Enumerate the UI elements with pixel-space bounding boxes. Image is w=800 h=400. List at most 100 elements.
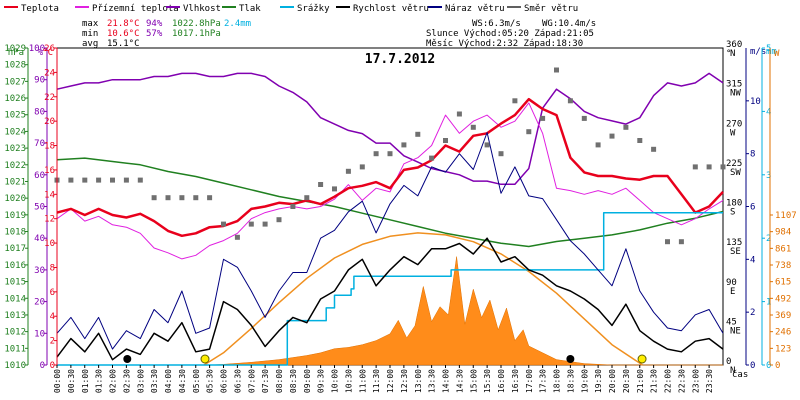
axis-tick-label: 0 [50, 361, 55, 371]
axis-tick-label: 20 [34, 298, 45, 308]
axis-tick-label: 1 [766, 298, 771, 308]
axis-unit: % [38, 48, 44, 58]
x-tick-label: 11:30 [372, 369, 381, 393]
dir-tick-degrees: 90 [726, 278, 737, 288]
chart-title: 17.7.2012 [365, 52, 435, 67]
axis-tick-label: 1026 [4, 94, 26, 104]
stat-wind-gust: WG:10.4m/s [542, 19, 596, 29]
axis-tick-label: 0 [766, 361, 771, 371]
x-tick-label: 17:30 [539, 369, 548, 393]
chart-axes: 1010101110121013101410151016101710181019… [4, 40, 796, 393]
axis-tick-label: 14 [44, 190, 55, 200]
x-tick-label: 15:30 [483, 369, 492, 393]
axis-tick-label: 1017 [4, 244, 26, 254]
axis-tick-label: 1014 [4, 294, 26, 304]
x-tick-label: 13:00 [414, 369, 423, 393]
axis-tick-label: 80 [34, 107, 45, 117]
x-tick-label: 08:00 [275, 369, 284, 393]
wind-direction-point [123, 177, 129, 183]
wind-direction-point [345, 168, 351, 174]
wind-direction-point [290, 204, 296, 209]
chart-legend: Teplota Přízemní teplota Vlhkost Tlak Srážky… [4, 4, 578, 14]
wind-direction-point [415, 131, 421, 137]
dir-tick-degrees: 315 [726, 80, 742, 90]
axis-unit: ° [726, 49, 731, 59]
dir-tick-degrees: 0 [726, 357, 731, 367]
axis-tick-label: 22 [44, 93, 55, 103]
axis-tick-label: 2 [766, 234, 771, 244]
stat-value: 94% [146, 19, 163, 29]
x-tick-label: 03:00 [136, 369, 145, 393]
axis-tick-label: 1016 [4, 261, 26, 271]
legend-label: Směr větru [524, 4, 578, 14]
x-tick-label: 05:00 [192, 369, 201, 393]
axis-tick-label: 16 [44, 166, 55, 176]
axis-tick-label: 20 [44, 117, 55, 127]
wind-direction-point [262, 221, 268, 227]
axis-tick-label: 3 [766, 171, 771, 181]
solar-area [57, 256, 723, 366]
wind-direction-point [137, 177, 143, 183]
axis-tick-label: 1018 [4, 228, 26, 238]
x-tick-label: 12:30 [400, 369, 409, 393]
x-tick-label: 16:00 [497, 369, 506, 393]
stat-value: 1022.8hPa [172, 19, 221, 29]
axis-tick-label: 30 [34, 266, 45, 276]
wind-direction-point [304, 195, 310, 201]
wind-direction-point [318, 182, 324, 187]
pressure-line [56, 157, 724, 248]
axis-tick-label: 8 [750, 150, 755, 160]
axis-tick-label: 90 [34, 76, 45, 86]
wind-gust-line [56, 132, 724, 350]
axis-tick-label: 1021 [4, 177, 26, 187]
axis-tick-label: 984 [775, 228, 791, 238]
x-tick-label: 15:00 [469, 369, 478, 393]
wind-direction-point [706, 164, 712, 170]
wind-direction-point [359, 164, 365, 170]
legend-label: Srážky [297, 4, 330, 14]
axis-tick-label: 1015 [4, 278, 26, 288]
axis-tick-label: 1020 [4, 194, 26, 204]
wind-direction-point [637, 138, 643, 143]
x-tick-label: 03:30 [150, 369, 159, 393]
wind-direction-point [512, 98, 518, 104]
stat-moon: Měsíc Východ:2:32 Západ:18:30 [426, 39, 583, 49]
x-tick-label: 20:00 [608, 369, 617, 393]
dir-tick-label: N [730, 366, 735, 376]
axis-tick-label: 1011 [4, 344, 26, 354]
wind-speed-line [56, 237, 724, 361]
axis-tick-label: 615 [775, 278, 791, 288]
x-tick-label: 09:30 [317, 369, 326, 393]
x-tick-label: 00:30 [67, 369, 76, 393]
stat-value: avg [82, 39, 98, 49]
wind-direction-point [665, 239, 670, 245]
stat-value: 21.8°C [107, 19, 140, 29]
axis-unit: °C [42, 48, 53, 58]
axis-tick-label: 1012 [4, 328, 26, 338]
wind-direction-point [96, 177, 102, 183]
legend-label: Vlhkost [183, 4, 221, 14]
axis-tick-label: 70 [34, 139, 45, 149]
wind-direction-point [692, 164, 698, 170]
axis-unit: mm [766, 47, 777, 57]
stat-value: 1017.1hPa [172, 29, 221, 39]
wind-direction-point [651, 146, 657, 152]
axis-tick-label: 1010 [4, 361, 26, 371]
x-tick-label: 22:30 [677, 369, 686, 393]
axis-tick-label: 4 [750, 255, 755, 265]
wind-direction-point [609, 133, 615, 139]
wind-direction-point [470, 124, 476, 130]
axis-tick-label: 1029 [4, 44, 26, 54]
wind-direction-point [332, 186, 337, 192]
wind-direction-point [623, 124, 629, 130]
x-tick-label: 20:30 [622, 369, 631, 393]
axis-tick-label: 12 [44, 215, 55, 225]
axis-tick-label: 10 [34, 329, 45, 339]
wind-direction-point [68, 177, 74, 183]
wind-direction-point [554, 67, 559, 73]
wind-direction-point [720, 164, 726, 170]
dir-tick-degrees: 225 [726, 159, 742, 169]
stat-sun: Slunce Východ:05:20 Západ:21:05 [426, 29, 594, 39]
axis-tick-label: 246 [775, 328, 791, 338]
